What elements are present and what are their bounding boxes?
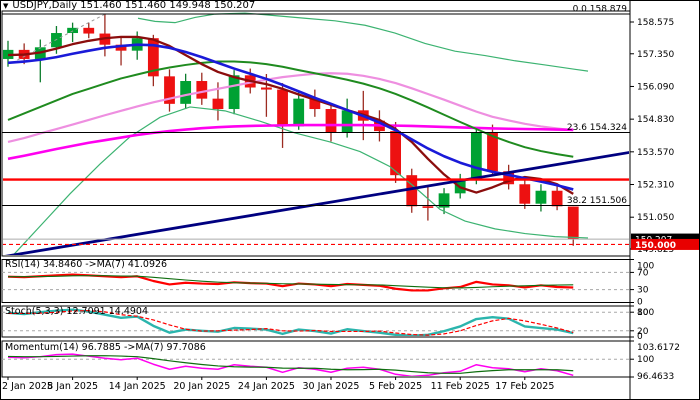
svg-text:70: 70 (637, 268, 649, 278)
svg-text:20: 20 (637, 327, 649, 337)
svg-text:30: 30 (637, 286, 649, 296)
svg-text:8 Jan 2025: 8 Jan 2025 (47, 381, 98, 392)
svg-text:14 Jan 2025: 14 Jan 2025 (109, 381, 166, 392)
svg-text:103.6172: 103.6172 (637, 343, 680, 353)
svg-text:153.570: 153.570 (637, 148, 674, 158)
svg-text:150.000: 150.000 (635, 241, 676, 251)
svg-text:23.6 154.324: 23.6 154.324 (567, 123, 627, 133)
ma-blue (7, 43, 574, 191)
svg-text:149.825: 149.825 (637, 245, 674, 255)
svg-text:5 Feb 2025: 5 Feb 2025 (369, 381, 422, 392)
svg-text:100: 100 (637, 355, 654, 365)
svg-text:80: 80 (637, 308, 649, 318)
momentum-panel: 103.6172 100 96.4633 (1, 340, 680, 382)
svg-text:152.310: 152.310 (637, 181, 674, 191)
level-price-badge (631, 238, 699, 250)
svg-text:11 Feb 2025: 11 Feb 2025 (431, 381, 490, 392)
momentum-line (7, 353, 574, 376)
svg-text:96.4633: 96.4633 (637, 372, 674, 382)
svg-text:151.050: 151.050 (637, 213, 674, 223)
price-axis: 158.575 157.350 156.090 154.830 153.570 152.3… (629, 0, 699, 400)
svg-text:156.090: 156.090 (637, 82, 674, 92)
fibonacci-levels: 0.0 158.879 23.6 154.324 38.2 151.506 (2, 5, 630, 206)
svg-text:2 Jan 2025: 2 Jan 2025 (2, 381, 53, 392)
ma-pink (7, 72, 574, 144)
svg-text:17 Feb 2025: 17 Feb 2025 (495, 381, 554, 392)
svg-text:158.575: 158.575 (637, 18, 674, 28)
envelope-lower (13, 106, 589, 255)
rsi-ma (8, 275, 574, 289)
svg-text:20 Jan 2025: 20 Jan 2025 (173, 381, 230, 392)
stoch-main (7, 308, 574, 336)
svg-text:100: 100 (637, 308, 654, 318)
svg-text:100: 100 (637, 262, 654, 272)
envelope-upper (137, 12, 589, 72)
ma-green (7, 60, 574, 158)
svg-text:0: 0 (637, 332, 643, 342)
svg-text:24 Jan 2025: 24 Jan 2025 (238, 381, 295, 392)
svg-text:157.350: 157.350 (637, 50, 674, 60)
stoch-signal (8, 310, 574, 336)
ma-maroon (7, 35, 574, 195)
svg-text:0: 0 (637, 298, 643, 308)
svg-text:30 Jan 2025: 30 Jan 2025 (303, 381, 360, 392)
ma-magenta (7, 123, 574, 161)
svg-text:154.830: 154.830 (637, 115, 674, 125)
svg-text:38.2 151.506: 38.2 151.506 (567, 196, 627, 206)
momentum-ma (7, 355, 574, 374)
svg-text:0.0 158.879: 0.0 158.879 (573, 5, 628, 15)
main-chart-plot (3, 12, 629, 255)
